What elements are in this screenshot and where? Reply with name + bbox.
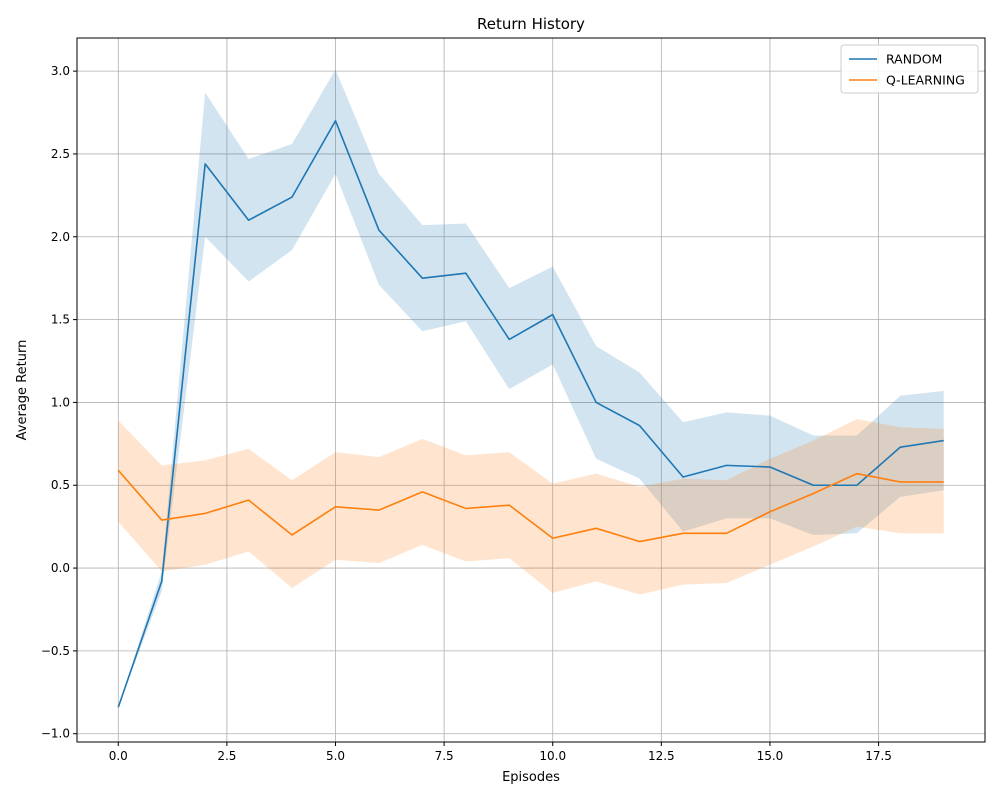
- x-tick-label: 0.0: [109, 749, 128, 763]
- y-axis-label: Average Return: [15, 340, 30, 441]
- confidence-bands: [118, 69, 944, 708]
- y-tick-label: 0.0: [51, 561, 70, 575]
- plot-frame: [76, 37, 986, 743]
- x-tick-label: 10.0: [539, 749, 566, 763]
- series-line-q-learning: [117, 469, 944, 543]
- y-tick-label: 3.0: [51, 64, 70, 78]
- y-axis-ticks: −1.0 −0.5 0.0 0.5 1.0 1.5 2.0 2.5 3.0: [41, 64, 77, 741]
- x-tick-label: 2.5: [217, 749, 236, 763]
- y-tick-label: 1.5: [51, 313, 70, 327]
- chart-title: Return History: [477, 15, 585, 33]
- legend-box: [840, 44, 979, 94]
- x-axis-label: Episodes: [502, 770, 560, 785]
- x-tick-label: 7.5: [435, 749, 454, 763]
- x-tick-label: 5.0: [326, 749, 345, 763]
- y-tick-label: 2.5: [51, 147, 70, 161]
- y-tick-label: −0.5: [41, 644, 70, 658]
- x-tick-label: 17.5: [865, 749, 892, 763]
- x-axis-ticks: 0.0 2.5 5.0 7.5 10.0 12.5 15.0 17.5: [109, 742, 892, 763]
- series-lines: [117, 120, 944, 708]
- legend-label-q-learning: Q-LEARNING: [886, 73, 965, 88]
- y-tick-label: −1.0: [41, 727, 70, 741]
- legend: RANDOM Q-LEARNING: [840, 44, 979, 94]
- y-tick-label: 2.0: [51, 230, 70, 244]
- y-tick-label: 1.0: [51, 395, 70, 409]
- x-tick-label: 12.5: [648, 749, 675, 763]
- band-q-learning: [118, 418, 944, 595]
- series-line-random: [117, 120, 944, 708]
- x-tick-label: 15.0: [757, 749, 784, 763]
- legend-label-random: RANDOM: [886, 52, 942, 67]
- grid-lines: [77, 38, 985, 742]
- y-tick-label: 0.5: [51, 478, 70, 492]
